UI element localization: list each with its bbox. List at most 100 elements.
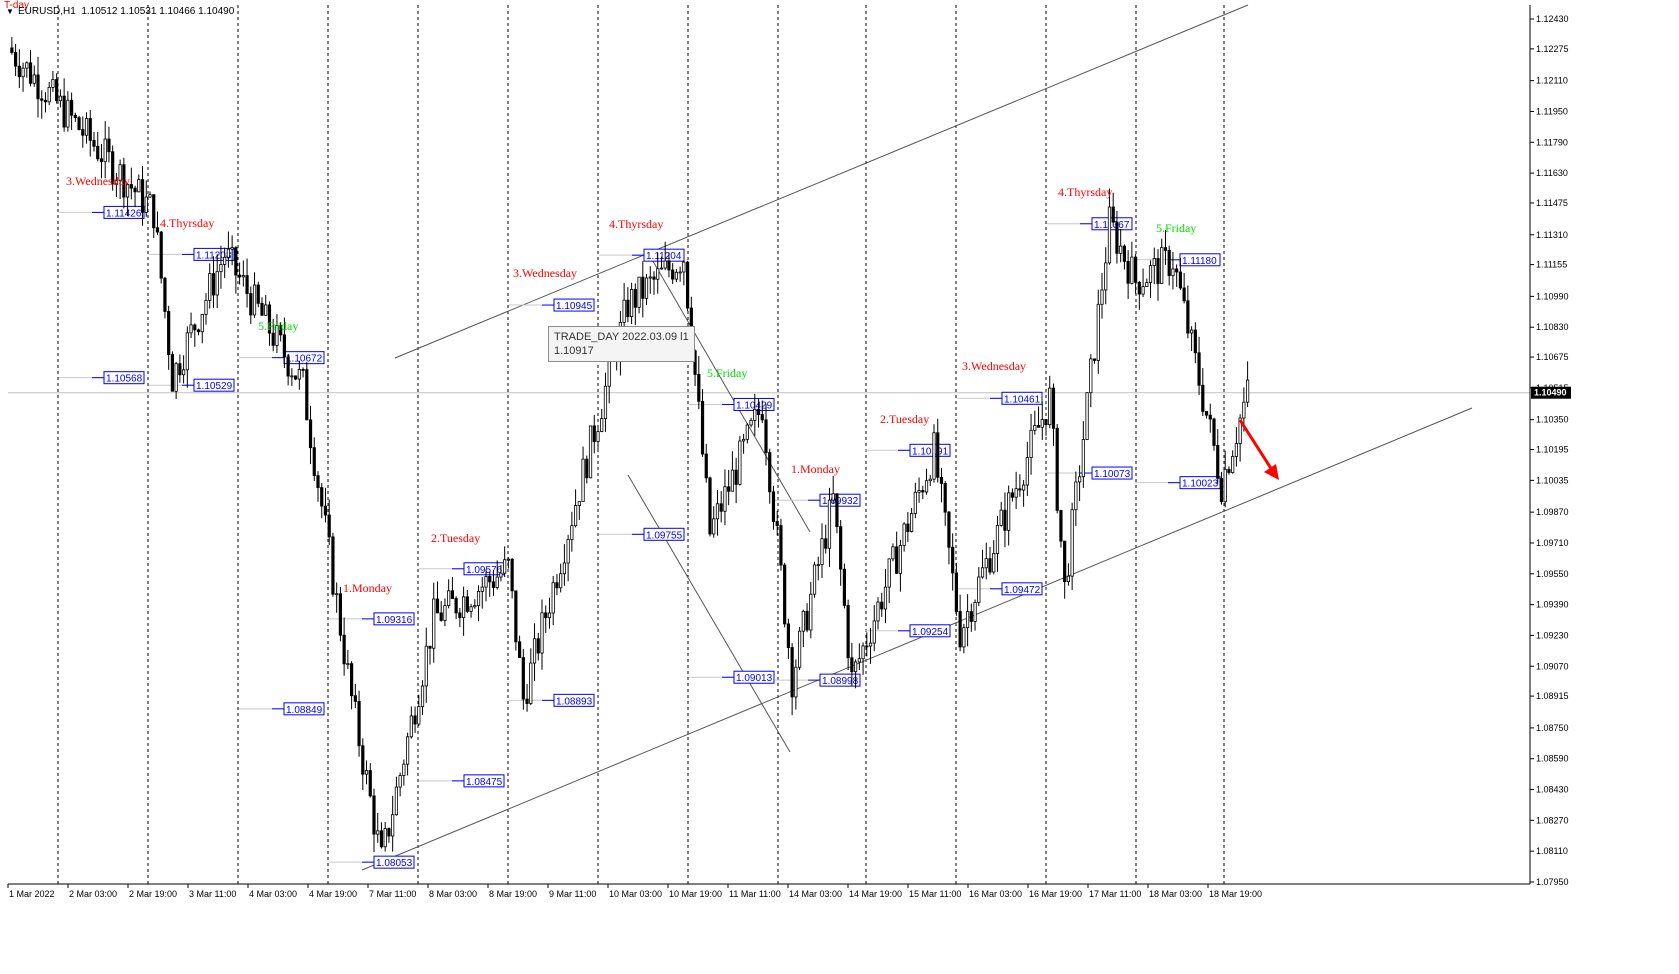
candle-body — [196, 329, 201, 333]
candle-body — [443, 605, 447, 621]
candle-body — [928, 478, 932, 482]
candle-body — [405, 736, 410, 765]
candle-body — [506, 558, 511, 561]
candle-body — [555, 582, 559, 589]
candle-body — [1059, 509, 1063, 542]
candle-body — [103, 138, 107, 163]
weekday-label: 2.Tuesday — [431, 531, 480, 545]
candle-body — [1238, 417, 1242, 444]
candle-body — [1134, 256, 1138, 283]
candle-body — [301, 369, 305, 371]
candle-body — [521, 657, 525, 700]
candle-body — [308, 419, 313, 449]
candle-body — [491, 581, 496, 588]
time-tick-label: 7 Mar 11:00 — [369, 889, 416, 899]
candle-body — [1010, 492, 1015, 498]
candle-body — [1033, 425, 1037, 431]
candle-body — [727, 486, 731, 492]
candle-body — [786, 623, 791, 648]
candle-body — [1148, 265, 1153, 283]
candle-body — [398, 775, 402, 788]
candle-body — [880, 601, 884, 610]
candle-body — [686, 261, 690, 309]
candle-body — [644, 277, 649, 299]
price-tag-box — [1001, 391, 1043, 405]
candle-body — [361, 745, 365, 775]
price-tag-box — [193, 378, 235, 392]
price-tag-label: 1.10191 — [912, 446, 949, 457]
price-tag-label: 1.08053 — [376, 858, 413, 869]
candle-body — [1104, 262, 1108, 291]
price-tag-label: 1.09316 — [376, 615, 413, 626]
candle-body — [234, 247, 238, 276]
candle-body — [1003, 509, 1007, 531]
candle-body — [129, 184, 133, 189]
candle-body — [432, 598, 436, 649]
candle-body — [969, 611, 973, 622]
price-tag-label: 1.09472 — [1004, 585, 1041, 596]
candle-body — [1014, 488, 1018, 498]
candle-body — [820, 538, 824, 566]
tooltip-value: 1.10917 — [554, 345, 594, 357]
candle-body — [1122, 245, 1126, 262]
candle-body — [898, 545, 903, 574]
candle-body — [1085, 392, 1089, 440]
candle-body — [768, 452, 772, 493]
candle-body — [450, 590, 455, 599]
candle-body — [10, 47, 14, 53]
candle-body — [592, 425, 596, 442]
candle-body — [1115, 221, 1119, 254]
price-tick-label: 1.09230 — [1536, 630, 1569, 640]
candle-body — [805, 610, 809, 631]
candle-body — [876, 601, 880, 622]
candle-body — [174, 363, 178, 392]
candle-body — [66, 99, 70, 128]
candle-body — [36, 74, 40, 100]
price-tag-label: 1.10529 — [196, 381, 233, 392]
candle-body — [428, 645, 432, 649]
time-tick-label: 10 Mar 03:00 — [609, 889, 662, 899]
candle-body — [585, 458, 589, 479]
price-tag-label: 1.09013 — [736, 673, 773, 684]
weekday-label: 5.Friday — [1156, 221, 1196, 235]
candle-body — [544, 612, 548, 619]
candle-body — [712, 518, 716, 535]
weekday-label: 5.Friday — [258, 319, 298, 333]
dropdown-triangle-icon[interactable]: ▼ — [6, 7, 14, 16]
price-tag-label: 1.09254 — [912, 627, 949, 638]
price-tag-label: 1.08893 — [556, 696, 593, 707]
price-tag-box — [553, 693, 595, 707]
candle-body — [219, 264, 223, 273]
time-tick-label: 1 Mar 2022 — [9, 889, 55, 899]
weekday-label: 3.Wednesday — [962, 359, 1026, 373]
candle-body — [376, 830, 380, 835]
candle-body — [921, 490, 925, 493]
candle-body — [488, 576, 492, 583]
candle-body — [913, 491, 917, 514]
candle-body — [745, 424, 749, 440]
candle-body — [1025, 457, 1029, 486]
candle-body — [383, 828, 387, 848]
candle-body — [144, 196, 148, 213]
candle-body — [73, 114, 77, 118]
price-tag-label: 1.08998 — [822, 676, 859, 687]
candle-body — [84, 118, 89, 136]
candle-body — [1141, 286, 1145, 295]
candle-body — [118, 164, 122, 182]
candle-body — [547, 612, 552, 619]
candle-body — [264, 304, 268, 316]
candle-body — [902, 523, 906, 546]
time-tick-label: 4 Mar 03:00 — [249, 889, 297, 899]
candle-body — [648, 276, 652, 279]
candle-body — [1178, 271, 1182, 289]
candle-body — [226, 248, 230, 258]
candle-body — [667, 260, 671, 271]
price-tag-label: 1.08475 — [466, 777, 503, 788]
candle-body — [1175, 268, 1179, 273]
candle-body — [43, 99, 48, 103]
candle-body — [1089, 358, 1093, 394]
weekday-label: 4.Thyrsday — [160, 216, 214, 230]
trend-line — [361, 407, 1473, 871]
